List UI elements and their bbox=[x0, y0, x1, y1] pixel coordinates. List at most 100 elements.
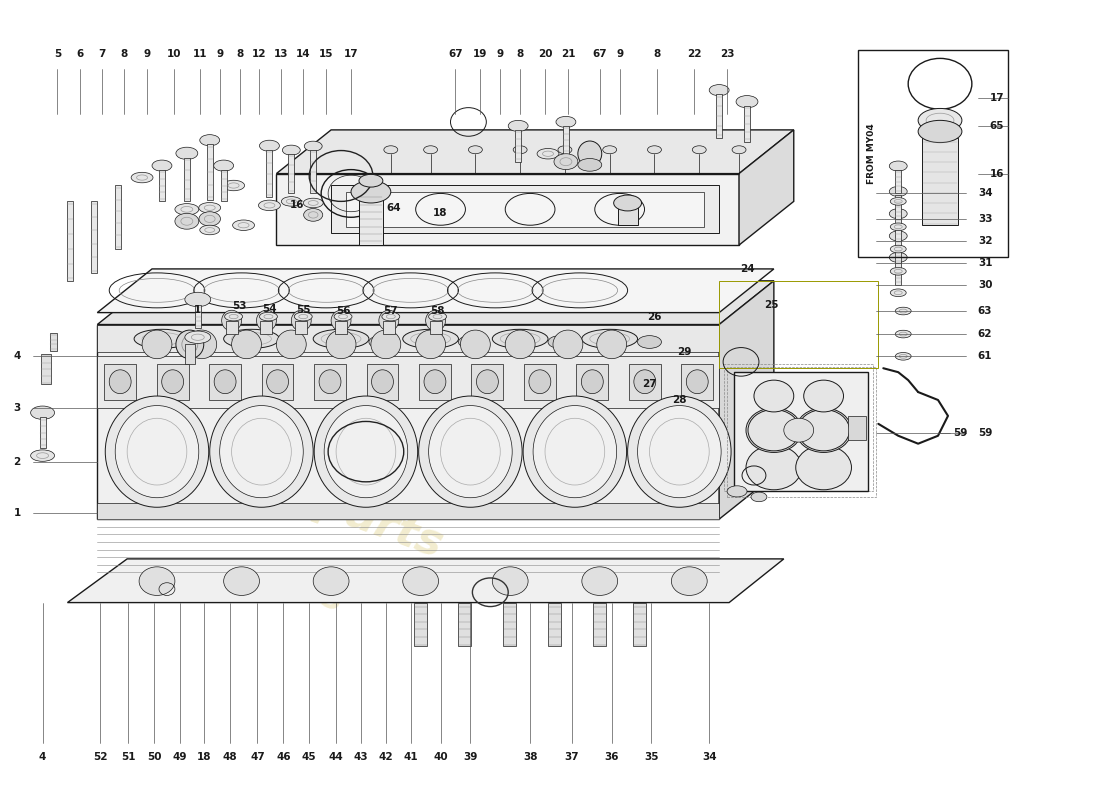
Polygon shape bbox=[97, 269, 774, 313]
Ellipse shape bbox=[918, 109, 961, 132]
Text: 39: 39 bbox=[463, 753, 477, 762]
Ellipse shape bbox=[751, 492, 767, 502]
Circle shape bbox=[223, 567, 260, 595]
Bar bbox=[295, 321, 307, 334]
Bar bbox=[472, 364, 504, 400]
Ellipse shape bbox=[222, 310, 242, 331]
Text: 57: 57 bbox=[384, 306, 398, 316]
Ellipse shape bbox=[553, 330, 583, 358]
Text: 66: 66 bbox=[366, 223, 381, 234]
Ellipse shape bbox=[210, 396, 313, 507]
Text: 21: 21 bbox=[561, 50, 575, 59]
Bar bbox=[266, 150, 273, 198]
Bar bbox=[67, 202, 74, 281]
Text: 8: 8 bbox=[236, 50, 243, 59]
Bar bbox=[895, 218, 901, 241]
Ellipse shape bbox=[416, 330, 446, 358]
Ellipse shape bbox=[890, 223, 906, 230]
Bar bbox=[209, 364, 241, 400]
Text: 26: 26 bbox=[647, 311, 662, 322]
Text: 11: 11 bbox=[192, 50, 207, 59]
Circle shape bbox=[784, 418, 814, 442]
Circle shape bbox=[746, 446, 802, 490]
Text: 5: 5 bbox=[54, 50, 62, 59]
Text: 12: 12 bbox=[252, 50, 266, 59]
Ellipse shape bbox=[461, 330, 491, 358]
Bar bbox=[618, 206, 638, 226]
Text: 1: 1 bbox=[13, 508, 21, 518]
Ellipse shape bbox=[524, 396, 627, 507]
Bar bbox=[366, 364, 398, 400]
Ellipse shape bbox=[582, 330, 638, 348]
Ellipse shape bbox=[109, 370, 131, 394]
Polygon shape bbox=[97, 356, 719, 408]
Bar bbox=[336, 321, 346, 334]
Ellipse shape bbox=[736, 95, 758, 108]
Ellipse shape bbox=[31, 406, 55, 419]
Ellipse shape bbox=[304, 209, 322, 222]
Ellipse shape bbox=[890, 198, 906, 206]
Bar bbox=[156, 364, 188, 400]
Ellipse shape bbox=[628, 396, 732, 507]
Ellipse shape bbox=[578, 141, 602, 166]
Text: 17: 17 bbox=[343, 50, 359, 59]
Circle shape bbox=[493, 567, 528, 595]
Text: 62: 62 bbox=[978, 329, 992, 339]
Text: 9: 9 bbox=[616, 50, 624, 59]
Ellipse shape bbox=[382, 312, 399, 321]
Ellipse shape bbox=[426, 310, 446, 331]
Bar bbox=[716, 94, 722, 138]
Text: 16: 16 bbox=[990, 169, 1004, 178]
Ellipse shape bbox=[152, 160, 172, 171]
Text: 18: 18 bbox=[197, 753, 211, 762]
Text: 9: 9 bbox=[143, 50, 151, 59]
Text: 48: 48 bbox=[222, 753, 236, 762]
Text: 4: 4 bbox=[13, 351, 21, 362]
Bar bbox=[895, 195, 901, 219]
Bar bbox=[593, 602, 606, 646]
Ellipse shape bbox=[175, 214, 199, 229]
Bar bbox=[91, 202, 97, 273]
Bar bbox=[288, 154, 295, 194]
Bar bbox=[563, 126, 569, 154]
Bar bbox=[315, 364, 345, 400]
Ellipse shape bbox=[305, 141, 322, 151]
Circle shape bbox=[139, 567, 175, 595]
Text: 8: 8 bbox=[653, 50, 661, 59]
Text: 53: 53 bbox=[232, 302, 246, 311]
Text: 23: 23 bbox=[719, 50, 735, 59]
Circle shape bbox=[798, 410, 849, 451]
Ellipse shape bbox=[359, 174, 383, 187]
Ellipse shape bbox=[232, 330, 262, 358]
Ellipse shape bbox=[514, 146, 527, 154]
Text: 22: 22 bbox=[688, 50, 702, 59]
Text: 45: 45 bbox=[301, 753, 317, 762]
Text: 49: 49 bbox=[173, 753, 187, 762]
Text: 4: 4 bbox=[39, 753, 46, 762]
Text: 8: 8 bbox=[517, 50, 524, 59]
Ellipse shape bbox=[185, 292, 211, 306]
Ellipse shape bbox=[279, 336, 304, 348]
Text: 6: 6 bbox=[77, 50, 84, 59]
Text: 33: 33 bbox=[978, 214, 992, 224]
Ellipse shape bbox=[378, 310, 399, 331]
Polygon shape bbox=[739, 130, 794, 245]
Bar bbox=[160, 170, 165, 202]
Text: 1: 1 bbox=[195, 306, 201, 315]
Ellipse shape bbox=[176, 147, 198, 159]
Ellipse shape bbox=[200, 134, 220, 146]
Ellipse shape bbox=[334, 312, 352, 321]
Ellipse shape bbox=[185, 331, 211, 343]
Ellipse shape bbox=[232, 220, 254, 230]
Bar bbox=[629, 364, 661, 400]
Text: 9: 9 bbox=[497, 50, 504, 59]
Ellipse shape bbox=[890, 267, 906, 275]
Ellipse shape bbox=[578, 158, 602, 171]
Text: 7: 7 bbox=[99, 50, 106, 59]
Ellipse shape bbox=[187, 330, 217, 358]
Ellipse shape bbox=[283, 145, 300, 155]
Bar bbox=[430, 321, 441, 334]
Ellipse shape bbox=[220, 406, 304, 498]
Ellipse shape bbox=[429, 312, 447, 321]
Text: 51: 51 bbox=[121, 753, 135, 762]
